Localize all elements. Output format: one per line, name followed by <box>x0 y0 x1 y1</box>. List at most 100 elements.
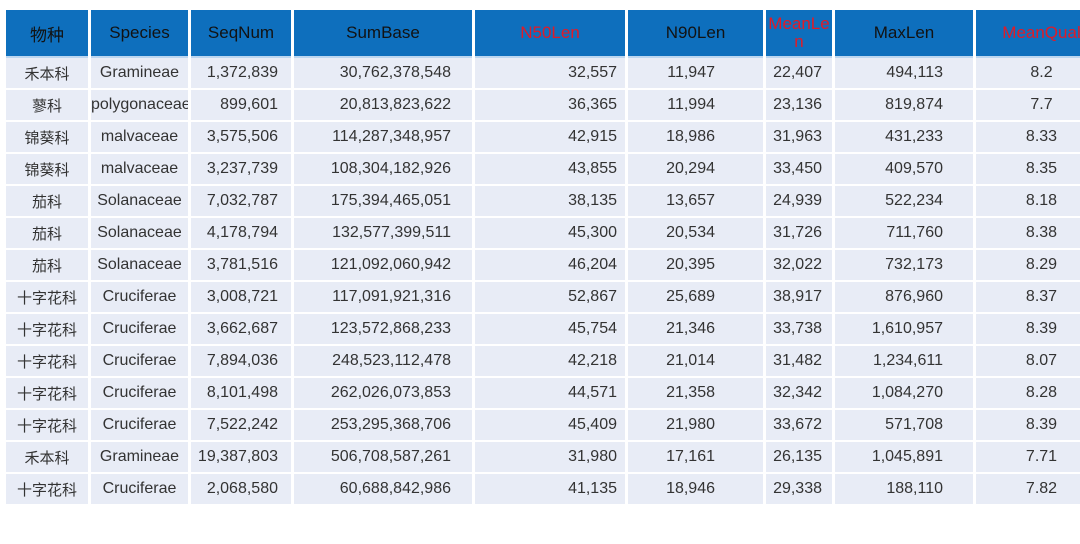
table-row: 十字花科 Cruciferae 7,522,242 253,295,368,706 45… <box>3 408 1080 442</box>
cell-maxlen: 409,570 <box>832 152 976 186</box>
cell-species: Solanaceae <box>88 248 191 282</box>
cell-seqnum: 2,068,580 <box>188 472 294 506</box>
cell-maxlen: 711,760 <box>832 216 976 250</box>
cell-species: Solanaceae <box>88 216 191 250</box>
column-header-maxlen: MaxLen <box>832 8 976 58</box>
cell-n50len: 41,135 <box>472 472 628 506</box>
cell-species: Gramineae <box>88 440 191 474</box>
cell-family: 禾本科 <box>3 56 91 90</box>
cell-family: 锦葵科 <box>3 120 91 154</box>
cell-meanlen: 32,022 <box>763 248 835 282</box>
cell-maxlen: 1,234,611 <box>832 344 976 378</box>
cell-seqnum: 3,237,739 <box>188 152 294 186</box>
cell-sumbase: 506,708,587,261 <box>291 440 475 474</box>
table-body: 禾本科 Gramineae 1,372,839 30,762,378,548 32,55… <box>3 56 1080 506</box>
cell-meanqual: 8.07 <box>973 344 1080 378</box>
column-header-n90len: N90Len <box>625 8 766 58</box>
cell-meanlen: 22,407 <box>763 56 835 90</box>
cell-seqnum: 3,008,721 <box>188 280 294 314</box>
cell-n90len: 11,994 <box>625 88 766 122</box>
cell-meanlen: 31,482 <box>763 344 835 378</box>
cell-sumbase: 123,572,868,233 <box>291 312 475 346</box>
cell-meanlen: 32,342 <box>763 376 835 410</box>
cell-sumbase: 114,287,348,957 <box>291 120 475 154</box>
cell-n50len: 36,365 <box>472 88 628 122</box>
column-header-meanlen: MeanLen <box>763 8 835 58</box>
cell-meanqual: 8.2 <box>973 56 1080 90</box>
cell-species: Cruciferae <box>88 312 191 346</box>
cell-n90len: 20,395 <box>625 248 766 282</box>
cell-n50len: 45,409 <box>472 408 628 442</box>
cell-seqnum: 7,894,036 <box>188 344 294 378</box>
cell-family: 锦葵科 <box>3 152 91 186</box>
cell-meanlen: 24,939 <box>763 184 835 218</box>
cell-n50len: 31,980 <box>472 440 628 474</box>
cell-sumbase: 253,295,368,706 <box>291 408 475 442</box>
cell-family: 茄科 <box>3 248 91 282</box>
cell-meanqual: 8.28 <box>973 376 1080 410</box>
cell-sumbase: 60,688,842,986 <box>291 472 475 506</box>
cell-family: 十字花科 <box>3 376 91 410</box>
cell-family: 十字花科 <box>3 408 91 442</box>
cell-sumbase: 108,304,182,926 <box>291 152 475 186</box>
cell-meanqual: 8.38 <box>973 216 1080 250</box>
cell-seqnum: 7,522,242 <box>188 408 294 442</box>
table-row: 禾本科 Gramineae 19,387,803 506,708,587,261 31,… <box>3 440 1080 474</box>
cell-meanqual: 8.39 <box>973 408 1080 442</box>
cell-n50len: 52,867 <box>472 280 628 314</box>
cell-maxlen: 571,708 <box>832 408 976 442</box>
cell-meanqual: 8.33 <box>973 120 1080 154</box>
table-row: 禾本科 Gramineae 1,372,839 30,762,378,548 32,55… <box>3 56 1080 90</box>
cell-meanlen: 33,738 <box>763 312 835 346</box>
cell-species: Cruciferae <box>88 280 191 314</box>
cell-meanqual: 7.82 <box>973 472 1080 506</box>
cell-n50len: 38,135 <box>472 184 628 218</box>
table-wrap: 物种 Species SeqNum SumBase N50Len N90Len MeanLe… <box>3 8 1080 506</box>
table-row: 茄科 Solanaceae 3,781,516 121,092,060,942 46,2… <box>3 248 1080 282</box>
cell-meanqual: 7.7 <box>973 88 1080 122</box>
cell-n90len: 20,534 <box>625 216 766 250</box>
table-row: 茄科 Solanaceae 4,178,794 132,577,399,511 45,3… <box>3 216 1080 250</box>
cell-meanqual: 8.29 <box>973 248 1080 282</box>
cell-family: 十字花科 <box>3 280 91 314</box>
table-row: 十字花科 Cruciferae 2,068,580 60,688,842,986 41,… <box>3 472 1080 506</box>
column-header-meanqual: MeanQual <box>973 8 1080 58</box>
cell-n90len: 11,947 <box>625 56 766 90</box>
cell-meanqual: 8.18 <box>973 184 1080 218</box>
cell-seqnum: 3,781,516 <box>188 248 294 282</box>
column-header-sumbase: SumBase <box>291 8 475 58</box>
table-row: 茄科 Solanaceae 7,032,787 175,394,465,051 38,1… <box>3 184 1080 218</box>
column-header-n50len: N50Len <box>472 8 628 58</box>
cell-maxlen: 819,874 <box>832 88 976 122</box>
table-row: 十字花科 Cruciferae 3,662,687 123,572,868,233 45… <box>3 312 1080 346</box>
cell-meanlen: 33,450 <box>763 152 835 186</box>
cell-species: Cruciferae <box>88 472 191 506</box>
cell-meanlen: 26,135 <box>763 440 835 474</box>
cell-sumbase: 248,523,112,478 <box>291 344 475 378</box>
table-row: 十字花科 Cruciferae 8,101,498 262,026,073,853 44… <box>3 376 1080 410</box>
cell-species: Cruciferae <box>88 376 191 410</box>
column-header-species: Species <box>88 8 191 58</box>
table-row: 蓼科 polygonaceae 899,601 20,813,823,622 36,36… <box>3 88 1080 122</box>
cell-n50len: 46,204 <box>472 248 628 282</box>
cell-family: 十字花科 <box>3 344 91 378</box>
cell-family: 禾本科 <box>3 440 91 474</box>
cell-n50len: 43,855 <box>472 152 628 186</box>
cell-maxlen: 1,610,957 <box>832 312 976 346</box>
cell-species: Solanaceae <box>88 184 191 218</box>
cell-seqnum: 3,662,687 <box>188 312 294 346</box>
cell-n90len: 21,014 <box>625 344 766 378</box>
cell-meanlen: 29,338 <box>763 472 835 506</box>
table-row: 锦葵科 malvaceae 3,575,506 114,287,348,957 42,9… <box>3 120 1080 154</box>
cell-family: 蓼科 <box>3 88 91 122</box>
table-header: 物种 Species SeqNum SumBase N50Len N90Len MeanLe… <box>3 8 1080 58</box>
table-row: 锦葵科 malvaceae 3,237,739 108,304,182,926 43,8… <box>3 152 1080 186</box>
column-header-seqnum: SeqNum <box>188 8 294 58</box>
cell-n50len: 45,300 <box>472 216 628 250</box>
table-row: 十字花科 Cruciferae 3,008,721 117,091,921,316 52… <box>3 280 1080 314</box>
cell-seqnum: 8,101,498 <box>188 376 294 410</box>
cell-sumbase: 175,394,465,051 <box>291 184 475 218</box>
cell-species: polygonaceae <box>88 88 191 122</box>
cell-meanlen: 23,136 <box>763 88 835 122</box>
cell-n90len: 25,689 <box>625 280 766 314</box>
